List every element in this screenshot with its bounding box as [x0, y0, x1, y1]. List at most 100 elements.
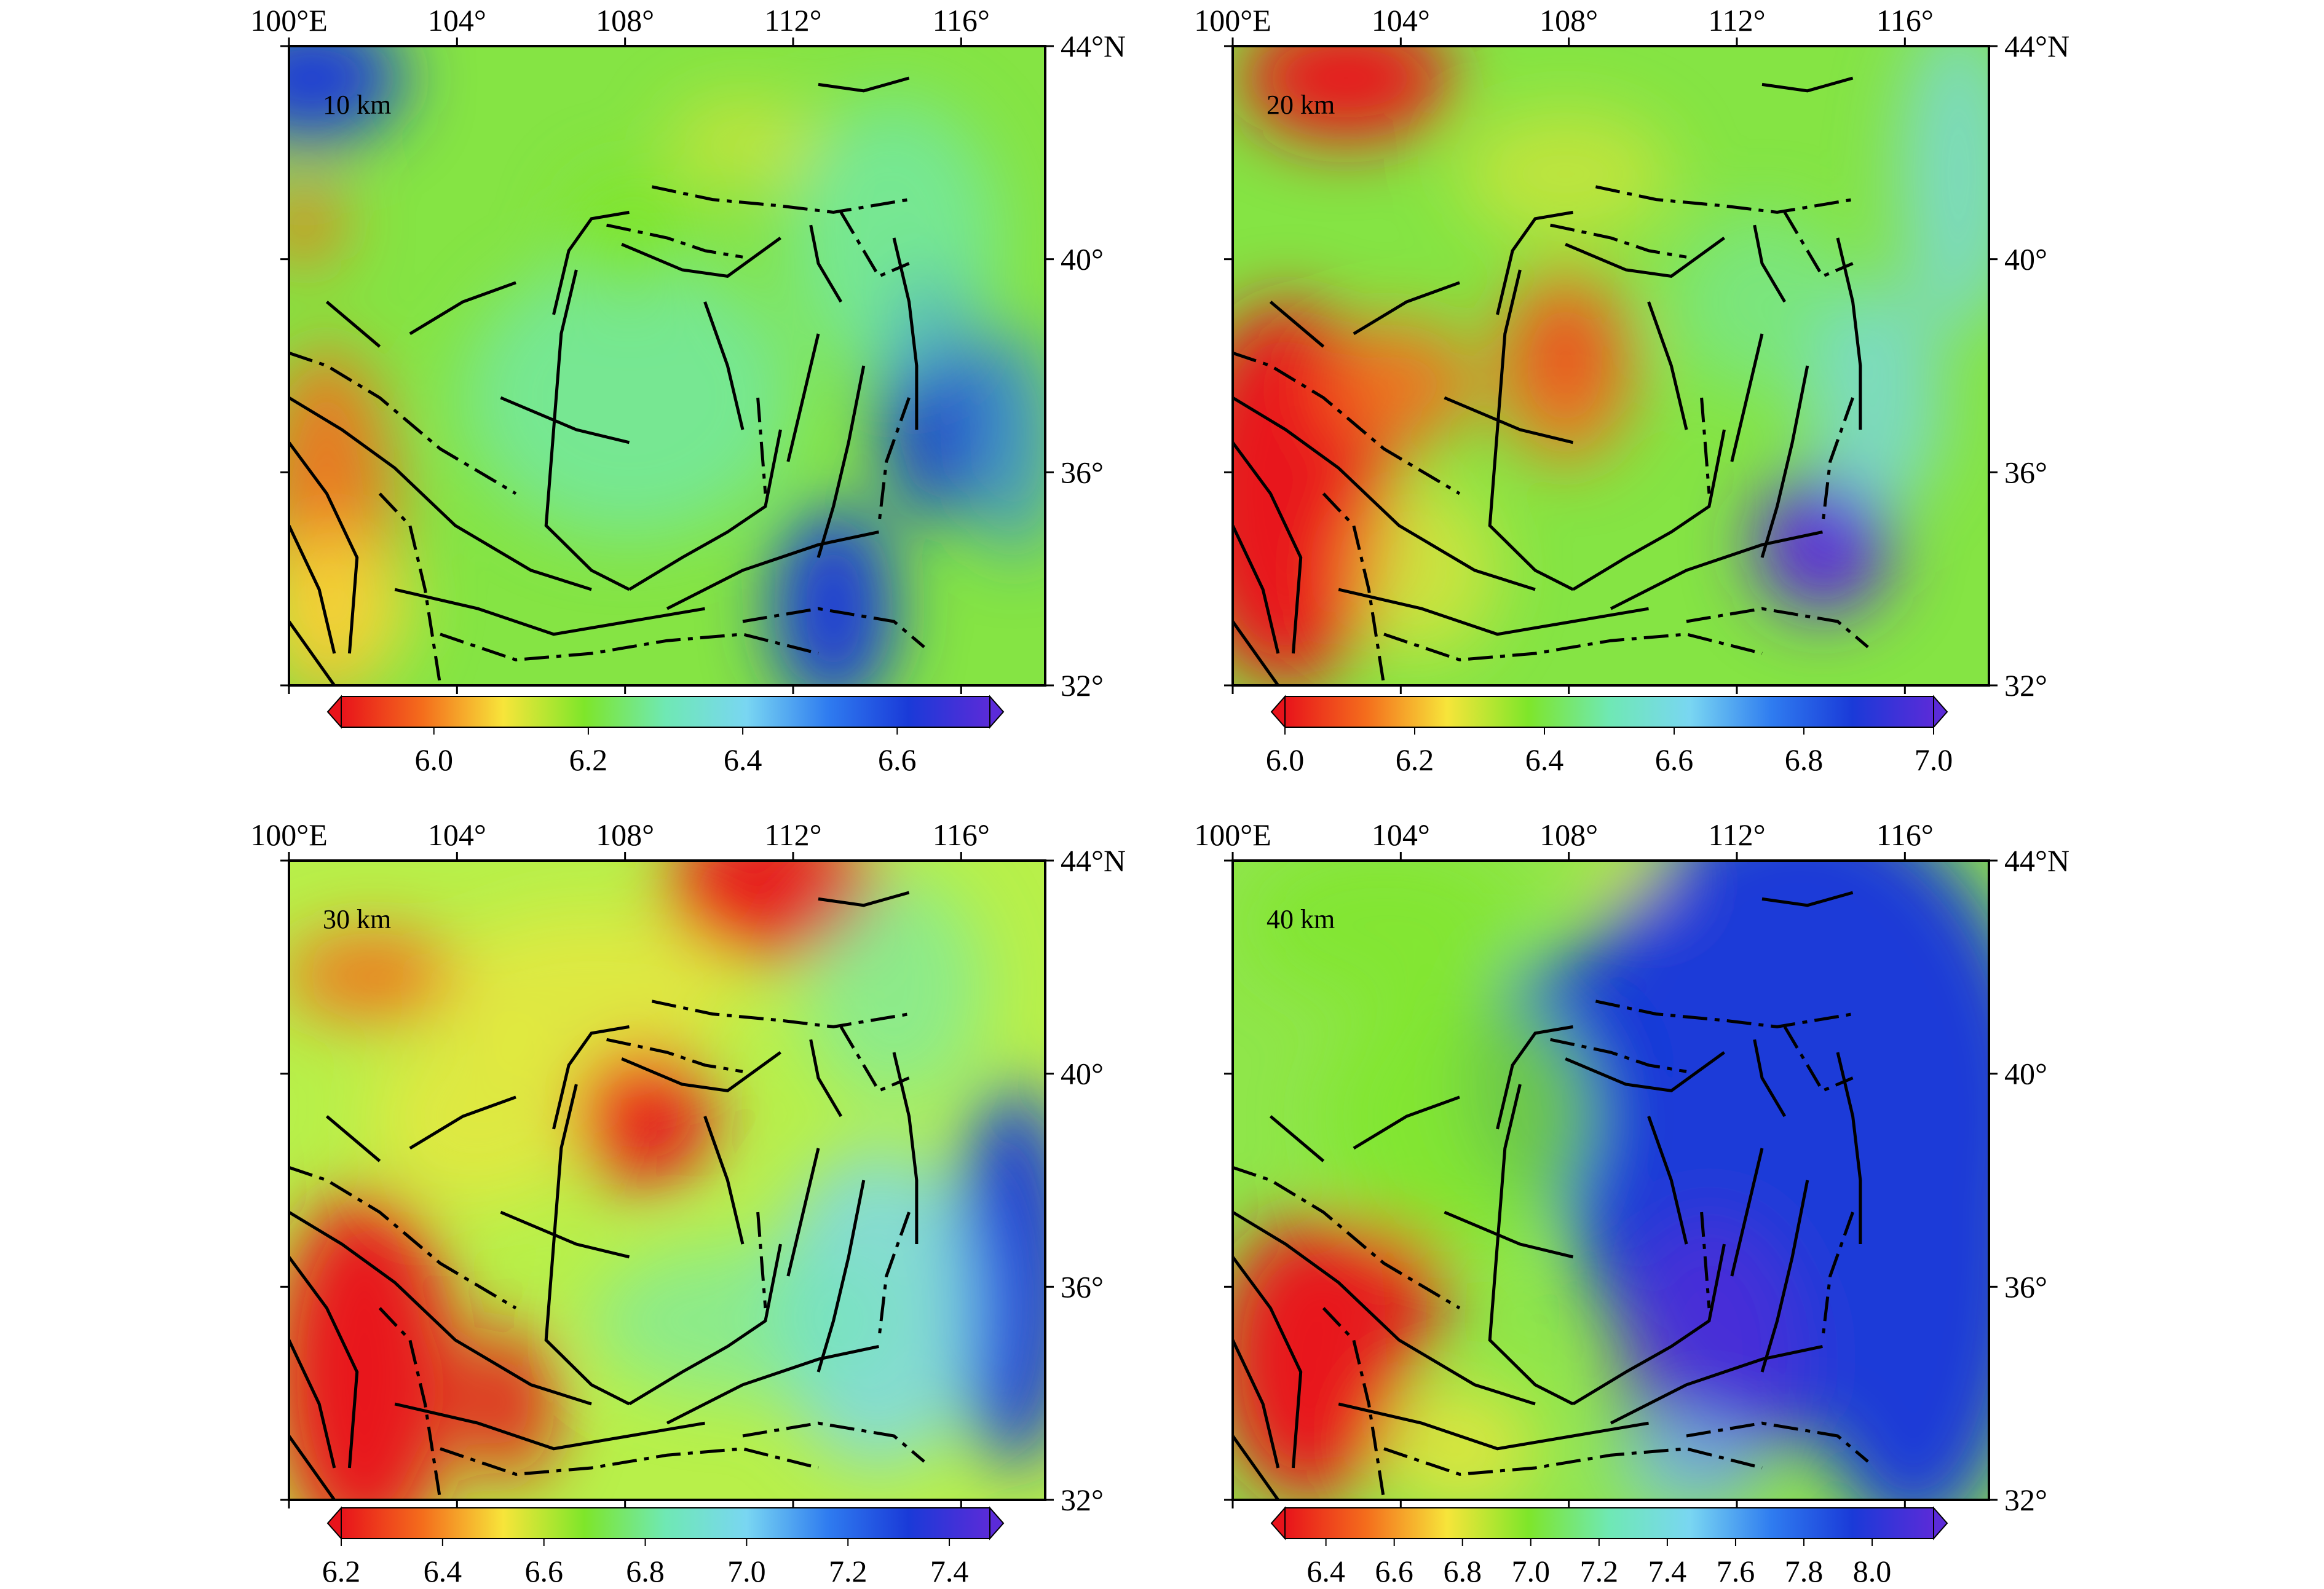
colorbar: 6.0 6.2 6.4 6.6 6.8 7.0 [1266, 695, 1953, 777]
fault-line [666, 530, 879, 610]
fault-line [1269, 301, 1325, 348]
lon-tick-label: 116° [933, 818, 990, 852]
lon-tick-label: 104° [428, 3, 486, 37]
fault-line [1760, 1180, 1809, 1373]
longitude-ticks: 100°E 104° 108° 112° 116° [1194, 3, 1934, 694]
lat-tick-label: 36° [2004, 1269, 2047, 1304]
fault-line [1233, 1256, 1303, 1469]
fault-line [1836, 1052, 1862, 1244]
lon-tick-label: 116° [1876, 3, 1934, 37]
fault-line [289, 396, 592, 591]
lat-tick-label: 40° [2004, 242, 2047, 277]
fault-line [1610, 530, 1823, 610]
velocity-anomaly [372, 1027, 584, 1206]
fault-line [1647, 301, 1688, 430]
fault-line [1700, 1212, 1711, 1309]
colorbar-tick-label: 8.0 [1853, 1554, 1892, 1586]
lon-tick-label: 100°E [250, 818, 328, 852]
fault-line [1783, 1026, 1854, 1093]
velocity-anomaly [1346, 481, 1498, 660]
fault-line [1836, 237, 1862, 430]
lat-tick-label: 32° [1061, 1483, 1104, 1517]
colorbar-gradient [1284, 1507, 1934, 1539]
fault-line [289, 1165, 517, 1310]
colorbar-tick-label: 6.6 [878, 743, 917, 777]
fault-line [1233, 524, 1280, 654]
fault-line [1496, 1025, 1573, 1130]
colorbar-gradient [1284, 696, 1934, 728]
velocity-map-30km [289, 861, 1045, 1500]
fault-line [839, 1026, 910, 1093]
fault-line [621, 236, 781, 278]
colorbar-tick-label: 6.6 [1655, 743, 1694, 777]
colorbar-tick-label: 7.0 [1915, 743, 1953, 777]
colorbar-tick-label: 6.4 [1306, 1554, 1345, 1586]
colorbar-min-arrow [1270, 695, 1286, 729]
fault-line [1760, 365, 1809, 558]
fault-line [1338, 588, 1649, 636]
colorbar-tick-label: 6.4 [724, 743, 762, 777]
lon-tick-label: 104° [1372, 818, 1430, 852]
lat-tick-label: 32° [2004, 1483, 2047, 1517]
fault-line [1550, 223, 1687, 259]
velocity-map-40km [1233, 861, 1989, 1500]
velocity-anomaly [803, 873, 985, 1104]
lon-tick-label: 100°E [250, 3, 328, 37]
fault-line [394, 1402, 705, 1451]
fault-line [628, 429, 782, 591]
longitude-ticks: 100°E 104° 108° 112° 116° [1194, 818, 1934, 1508]
velocity-anomaly [1671, 212, 1853, 392]
fault-line [756, 397, 767, 494]
fault-line [409, 1095, 516, 1150]
velocity-anomaly [1247, 861, 1520, 1001]
colorbar-gradient [341, 696, 990, 728]
velocity-anomaly [1754, 474, 1891, 615]
colorbar-tick-label: 6.2 [569, 743, 608, 777]
fault-lines [289, 891, 925, 1500]
fault-line [816, 1180, 866, 1373]
lon-tick-label: 112° [764, 3, 821, 37]
fault-line [552, 1025, 630, 1130]
fault-line [1572, 429, 1726, 591]
velocity-anomaly [289, 532, 410, 685]
map-frame [1231, 859, 1990, 1501]
velocity-anomaly [954, 1084, 1045, 1468]
lat-tick-label: 44°N [1061, 843, 1126, 878]
fault-line [1610, 1344, 1823, 1425]
longitude-ticks: 100°E 104° 108° 112° 116° [250, 3, 990, 694]
fault-line [1338, 1402, 1649, 1451]
fault-line [378, 1307, 442, 1500]
panel-30km: 30 km 100°E 104° 108° 112° 116° 44°N 40°… [250, 818, 1126, 1588]
fault-lines [1233, 76, 1869, 685]
fault-line [1383, 633, 1763, 661]
fault-line [1550, 1038, 1687, 1073]
velocity-map-20km [1233, 46, 1989, 685]
fault-line [606, 1038, 743, 1073]
fault-line [289, 441, 359, 654]
fault-line [1565, 236, 1725, 278]
fault-line [289, 351, 517, 495]
fault-line [500, 396, 630, 444]
depth-label: 20 km [1267, 90, 1335, 120]
colorbar-tick-label: 7.0 [1512, 1554, 1551, 1586]
fault-line [839, 211, 910, 278]
fault-line [818, 76, 910, 93]
lon-tick-label: 104° [428, 818, 486, 852]
colorbar-max-arrow [989, 695, 1005, 729]
fault-line [877, 1212, 911, 1341]
colorbar-tick-label: 7.8 [1785, 1554, 1824, 1586]
colorbar-min-arrow [326, 695, 342, 729]
colorbar-tick-label: 6.6 [1375, 1554, 1413, 1586]
fault-line [756, 1212, 767, 1309]
fault-line [892, 1052, 919, 1244]
lon-tick-label: 104° [1372, 3, 1430, 37]
fault-line [1233, 620, 1279, 685]
fault-line [1233, 441, 1303, 654]
fault-line [440, 633, 819, 661]
colorbar-tick-label: 6.8 [626, 1554, 665, 1586]
colorbar-tick-label: 6.2 [1396, 743, 1434, 777]
lon-tick-label: 108° [596, 818, 654, 852]
fault-line [1783, 211, 1854, 278]
colorbar-tick-label: 7.2 [1580, 1554, 1619, 1586]
